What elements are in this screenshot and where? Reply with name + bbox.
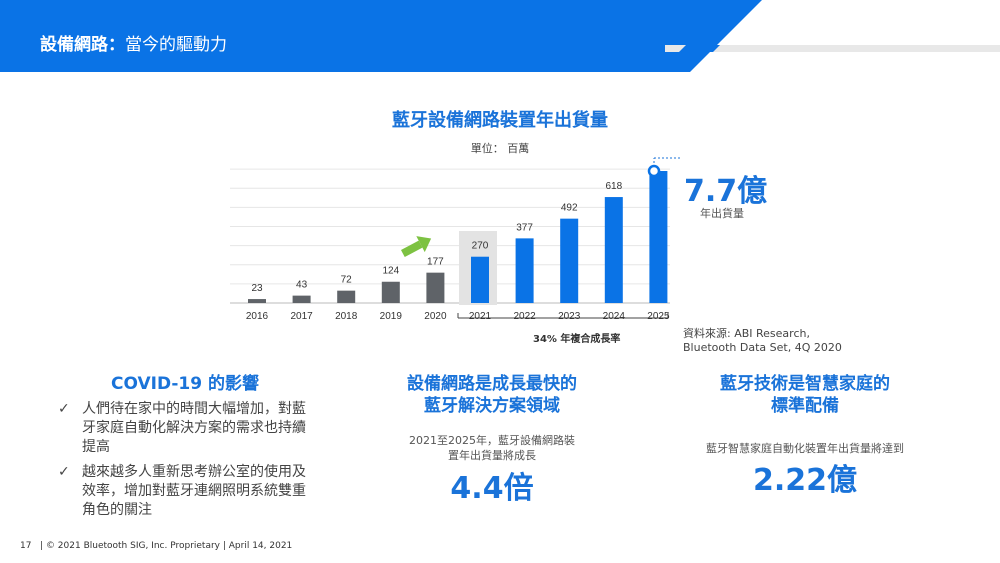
x-tick-label-2023: 2023 [558,311,581,322]
cagr-annotation: 34% 年複合成長率 [533,334,621,345]
bar-2025 [649,171,668,303]
bar-2024 [604,197,623,303]
x-tick-label-2016: 2016 [246,311,269,322]
growth-multiplier: 4.4倍 [450,471,534,506]
smart-home-title-line-2: 標準配備 [771,396,839,416]
value-label-2020: 177 [427,257,444,268]
smart-home-title-line-1: 藍牙技術是智慧家庭的 [720,374,890,394]
growth-note-line-2: 置年出貨量將成長 [448,449,536,462]
covid-bullets: ✓ 人們待在家中的時間大幅增加，對藍牙家庭自動化解決方案的需求也持續提高 ✓ 越… [58,400,318,526]
shipment-callout-value: 7.7億 [684,174,768,209]
x-tick-label-2017: 2017 [290,311,313,322]
bar-2023 [560,218,579,303]
growth-note: 2021至2025年，藍牙設備網路裝 置年出貨量將成長 [372,433,612,463]
value-label-2019: 124 [382,266,399,277]
growth-arrow [400,236,432,258]
value-label-2022: 377 [516,222,533,233]
bullet-text: 人們待在家中的時間大幅增加，對藍牙家庭自動化解決方案的需求也持續提高 [82,401,306,455]
page-number: 17 [20,541,32,551]
page-title: 設備網路：當今的驅動力 [40,30,227,55]
chart-grid [230,168,670,304]
bar-2020 [426,272,445,303]
value-label-2016: 23 [251,283,263,294]
check-icon: ✓ [58,401,70,417]
bullet-text: 越來越多人重新思考辦公室的使用及效率，增加對藍牙連網照明系統雙重角色的關注 [82,464,306,518]
smart-home-note: 藍牙智慧家庭自動化裝置年出貨量將達到 [706,442,904,455]
bar-2022 [515,238,534,303]
x-tick-label-2021: 2021 [469,311,492,322]
bar-2018 [337,290,356,303]
growth-title-line-1: 設備網路是成長最快的 [407,374,577,394]
source-line-2: Bluetooth Data Set, 4Q 2020 [683,341,842,354]
smart-home-value: 2.22億 [752,463,858,498]
x-tick-label-2025: 2025 [647,311,670,322]
page-title-rest: 當今的驅動力 [125,35,227,55]
footer: 17 | © 2021 Bluetooth SIG, Inc. Propriet… [20,541,292,551]
bar-2021 [471,256,489,303]
growth-note-line-1: 2021至2025年，藍牙設備網路裝 [409,434,575,447]
x-tick-label-2020: 2020 [424,311,447,322]
value-label-2021: 270 [472,241,489,252]
covid-title: COVID-19 的影響 [110,374,259,394]
x-tick-label-2022: 2022 [513,311,536,322]
x-tick-label-2024: 2024 [603,311,626,322]
x-tick-label-2018: 2018 [335,311,358,322]
source-line-1: 資料來源: ABI Research, [683,327,810,340]
source-note: 資料來源: ABI Research, Bluetooth Data Set, … [683,327,842,355]
x-tick-label-2019: 2019 [380,311,403,322]
value-label-2018: 72 [341,275,353,286]
header-band [0,0,1000,72]
growth-title: 設備網路是成長最快的 藍牙解決方案領域 [372,373,612,417]
value-label-2024: 618 [605,181,622,192]
page-title-bold: 設備網路： [40,35,125,55]
chart-title: 藍牙設備網路裝置年出貨量 [392,110,608,131]
list-item: ✓ 人們待在家中的時間大幅增加，對藍牙家庭自動化解決方案的需求也持續提高 [58,400,318,457]
bar-2019 [381,281,400,303]
bar-2017 [292,295,311,303]
growth-title-line-2: 藍牙解決方案領域 [424,396,560,416]
check-icon: ✓ [58,464,70,480]
unit-label: 單位： 百萬 [470,142,530,155]
value-label-2017: 43 [296,280,308,291]
footer-text: | © 2021 Bluetooth SIG, Inc. Proprietary… [40,541,293,551]
shipment-callout-label: 年出貨量 [700,207,744,220]
list-item: ✓ 越來越多人重新思考辦公室的使用及效率，增加對藍牙連網照明系統雙重角色的關注 [58,463,318,520]
smart-home-title: 藍牙技術是智慧家庭的 標準配備 [680,373,930,417]
bar-2016 [248,299,266,303]
value-label-2023: 492 [561,203,578,214]
callout-marker [647,164,661,178]
